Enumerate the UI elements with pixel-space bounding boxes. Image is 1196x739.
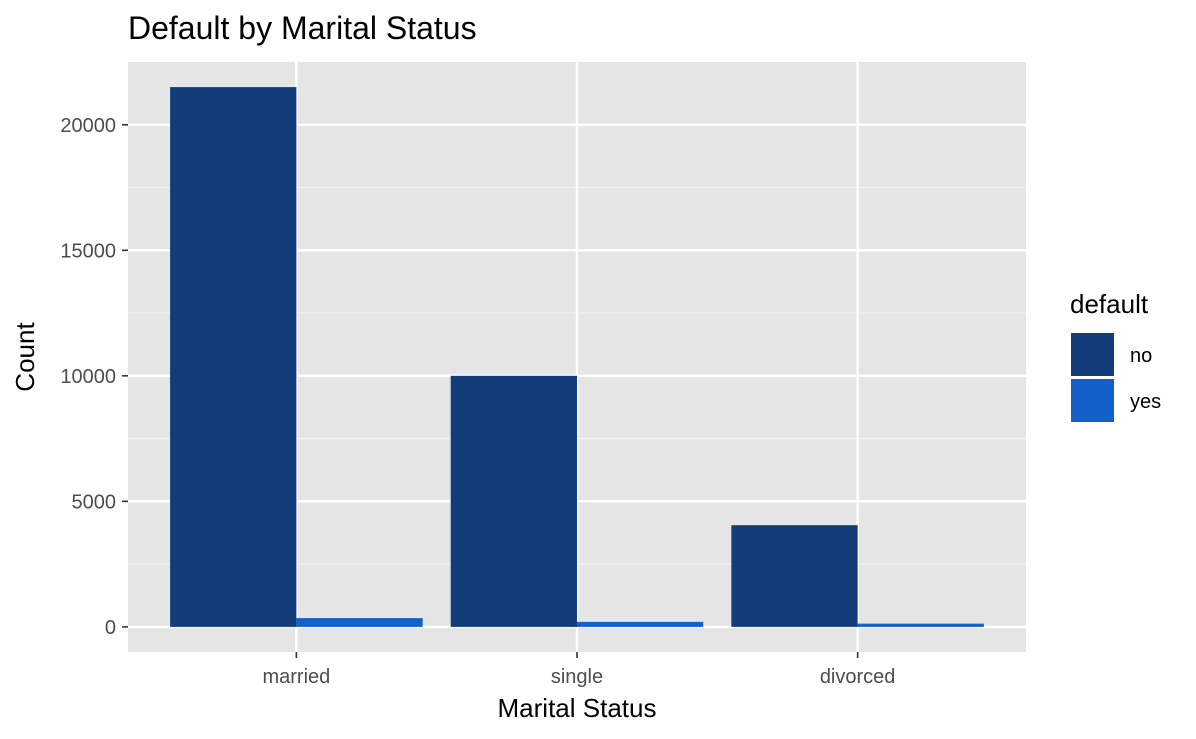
y-tick-label: 15000 xyxy=(60,240,116,262)
y-tick-label: 10000 xyxy=(60,366,116,388)
bar-yes-single xyxy=(577,621,704,627)
bars xyxy=(170,87,984,627)
x-tick-label: married xyxy=(262,666,330,688)
legend-key-yes xyxy=(1071,379,1114,422)
y-axis-ticks: 0 5000 10000 15000 20000 xyxy=(60,115,128,639)
bar-no-married xyxy=(170,87,297,627)
y-tick-label: 5000 xyxy=(72,491,117,513)
x-tick-label: divorced xyxy=(820,666,896,688)
x-axis-title: Marital Status xyxy=(498,693,657,723)
x-axis-ticks: married single divorced xyxy=(262,652,895,688)
y-axis-title: Count xyxy=(10,322,40,392)
legend: default no yes xyxy=(1070,289,1161,422)
bar-no-single xyxy=(450,375,577,627)
bar-yes-divorced xyxy=(857,623,984,627)
y-tick-label: 0 xyxy=(105,617,116,639)
legend-title: default xyxy=(1070,289,1149,319)
bar-yes-married xyxy=(296,618,423,627)
legend-label-yes: yes xyxy=(1130,391,1161,413)
y-tick-label: 20000 xyxy=(60,115,116,137)
x-tick-label: single xyxy=(551,666,603,688)
legend-label-no: no xyxy=(1130,345,1152,367)
legend-key-no xyxy=(1071,333,1114,376)
bar-no-divorced xyxy=(731,525,858,627)
chart-title: Default by Marital Status xyxy=(128,10,477,46)
